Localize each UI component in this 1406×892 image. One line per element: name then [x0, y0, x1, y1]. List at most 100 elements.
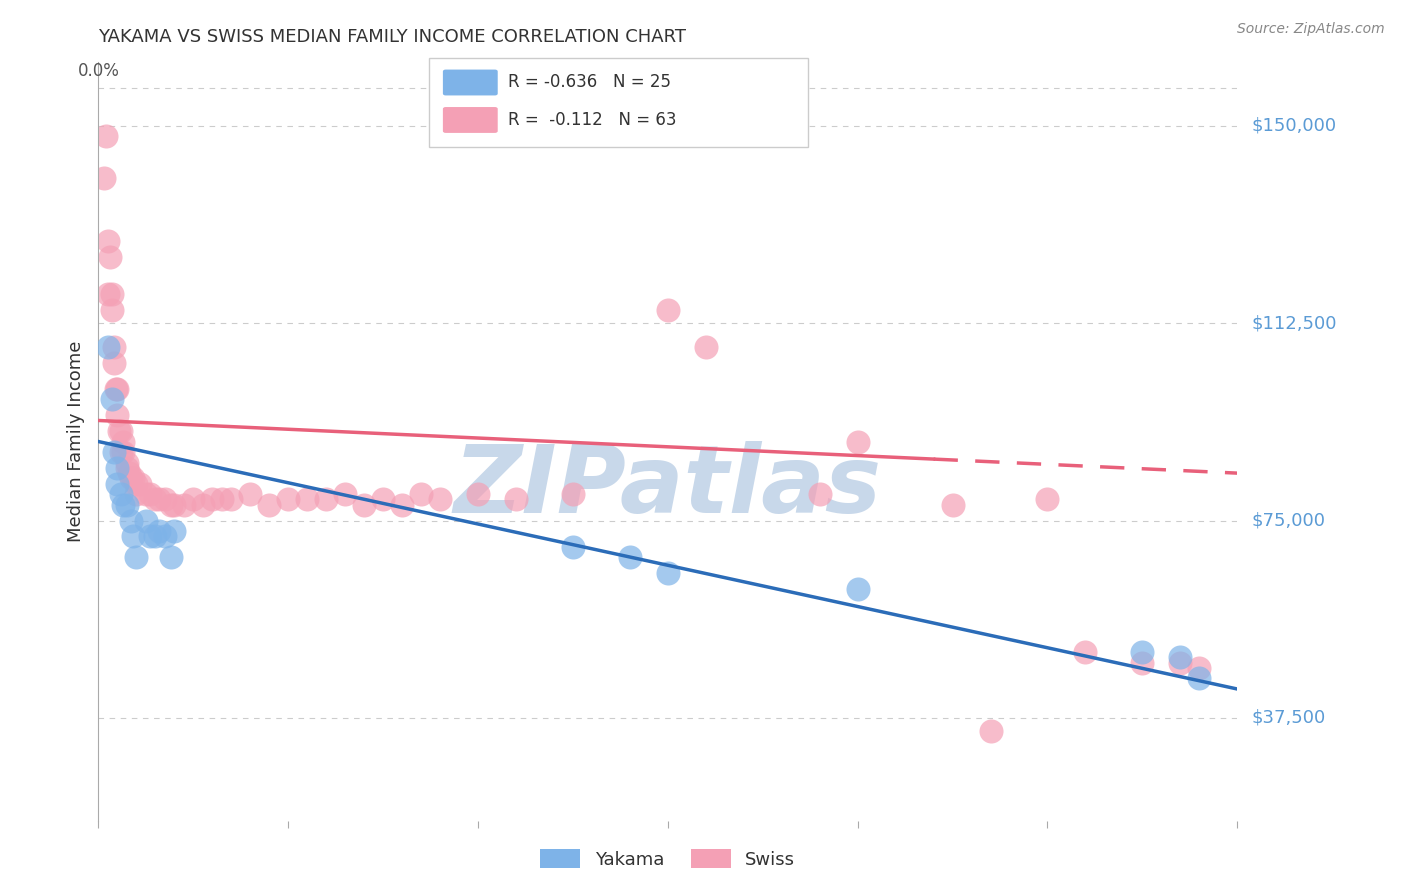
Text: $75,000: $75,000	[1251, 511, 1326, 530]
Point	[159, 550, 181, 565]
Point	[505, 492, 527, 507]
Point	[110, 424, 132, 438]
Point	[129, 476, 152, 491]
Point	[145, 529, 167, 543]
Point	[112, 498, 135, 512]
Point	[118, 466, 141, 480]
Point	[391, 498, 413, 512]
Point	[115, 461, 138, 475]
Point	[173, 498, 195, 512]
Point	[153, 492, 176, 507]
Text: $37,500: $37,500	[1251, 709, 1326, 727]
Point	[135, 514, 157, 528]
Point	[107, 382, 129, 396]
Point	[107, 476, 129, 491]
Point	[115, 456, 138, 470]
Point	[259, 498, 281, 512]
Point	[104, 382, 127, 396]
Text: YAKAMA VS SWISS MEDIAN FAMILY INCOME CORRELATION CHART: YAKAMA VS SWISS MEDIAN FAMILY INCOME COR…	[98, 28, 686, 45]
Text: R =  -0.112   N = 63: R = -0.112 N = 63	[508, 111, 676, 128]
Point	[695, 340, 717, 354]
Point	[411, 487, 433, 501]
Point	[1170, 650, 1192, 665]
Point	[135, 487, 157, 501]
Point	[429, 492, 451, 507]
Point	[163, 524, 186, 538]
Point	[163, 498, 186, 512]
Point	[97, 235, 120, 249]
Point	[562, 540, 585, 554]
Point	[353, 498, 375, 512]
Point	[1188, 661, 1211, 675]
Legend: Yakama, Swiss: Yakama, Swiss	[533, 842, 803, 876]
Point	[100, 302, 122, 317]
Point	[1132, 656, 1154, 670]
Point	[100, 287, 122, 301]
Point	[1074, 645, 1097, 659]
Point	[115, 498, 138, 512]
Point	[100, 392, 122, 407]
Text: R = -0.636   N = 25: R = -0.636 N = 25	[508, 73, 671, 91]
Point	[103, 355, 125, 369]
Point	[211, 492, 233, 507]
Point	[97, 340, 120, 354]
Point	[107, 408, 129, 422]
Point	[125, 487, 148, 501]
Point	[121, 471, 143, 485]
Point	[103, 340, 125, 354]
Point	[125, 550, 148, 565]
Point	[1170, 656, 1192, 670]
Point	[846, 434, 869, 449]
Point	[657, 566, 679, 581]
Point	[1188, 672, 1211, 686]
Point	[942, 498, 965, 512]
Point	[138, 487, 160, 501]
Point	[110, 445, 132, 459]
Point	[315, 492, 337, 507]
Point	[467, 487, 489, 501]
Text: $150,000: $150,000	[1251, 117, 1336, 135]
Point	[239, 487, 262, 501]
Point	[107, 461, 129, 475]
Point	[371, 492, 394, 507]
Point	[1132, 645, 1154, 659]
Point	[221, 492, 243, 507]
Point	[277, 492, 299, 507]
Point	[125, 476, 148, 491]
Text: ZIPatlas: ZIPatlas	[454, 441, 882, 533]
Point	[138, 529, 160, 543]
Point	[98, 250, 121, 264]
Point	[979, 724, 1001, 739]
Point	[619, 550, 641, 565]
Point	[103, 445, 125, 459]
Point	[112, 434, 135, 449]
Point	[297, 492, 319, 507]
Point	[201, 492, 224, 507]
Point	[121, 529, 143, 543]
Point	[153, 529, 176, 543]
Point	[94, 129, 117, 144]
Text: $112,500: $112,500	[1251, 314, 1337, 332]
Point	[808, 487, 831, 501]
Point	[120, 514, 142, 528]
Point	[145, 492, 167, 507]
Point	[108, 424, 131, 438]
Point	[148, 492, 170, 507]
Text: 0.0%: 0.0%	[77, 62, 120, 80]
Text: Source: ZipAtlas.com: Source: ZipAtlas.com	[1237, 22, 1385, 37]
Point	[846, 582, 869, 596]
Point	[1036, 492, 1059, 507]
Point	[148, 524, 170, 538]
Y-axis label: Median Family Income: Median Family Income	[66, 341, 84, 542]
Point	[93, 171, 115, 186]
Point	[159, 498, 181, 512]
Point	[120, 471, 142, 485]
Point	[112, 445, 135, 459]
Point	[191, 498, 214, 512]
Point	[562, 487, 585, 501]
Point	[110, 487, 132, 501]
Point	[183, 492, 205, 507]
Point	[657, 302, 679, 317]
Point	[97, 287, 120, 301]
Point	[335, 487, 357, 501]
